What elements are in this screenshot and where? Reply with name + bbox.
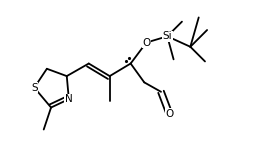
Text: O: O — [142, 38, 150, 48]
Text: S: S — [31, 83, 37, 93]
Text: N: N — [65, 94, 72, 104]
Text: Si: Si — [162, 31, 171, 41]
Text: O: O — [165, 109, 173, 119]
